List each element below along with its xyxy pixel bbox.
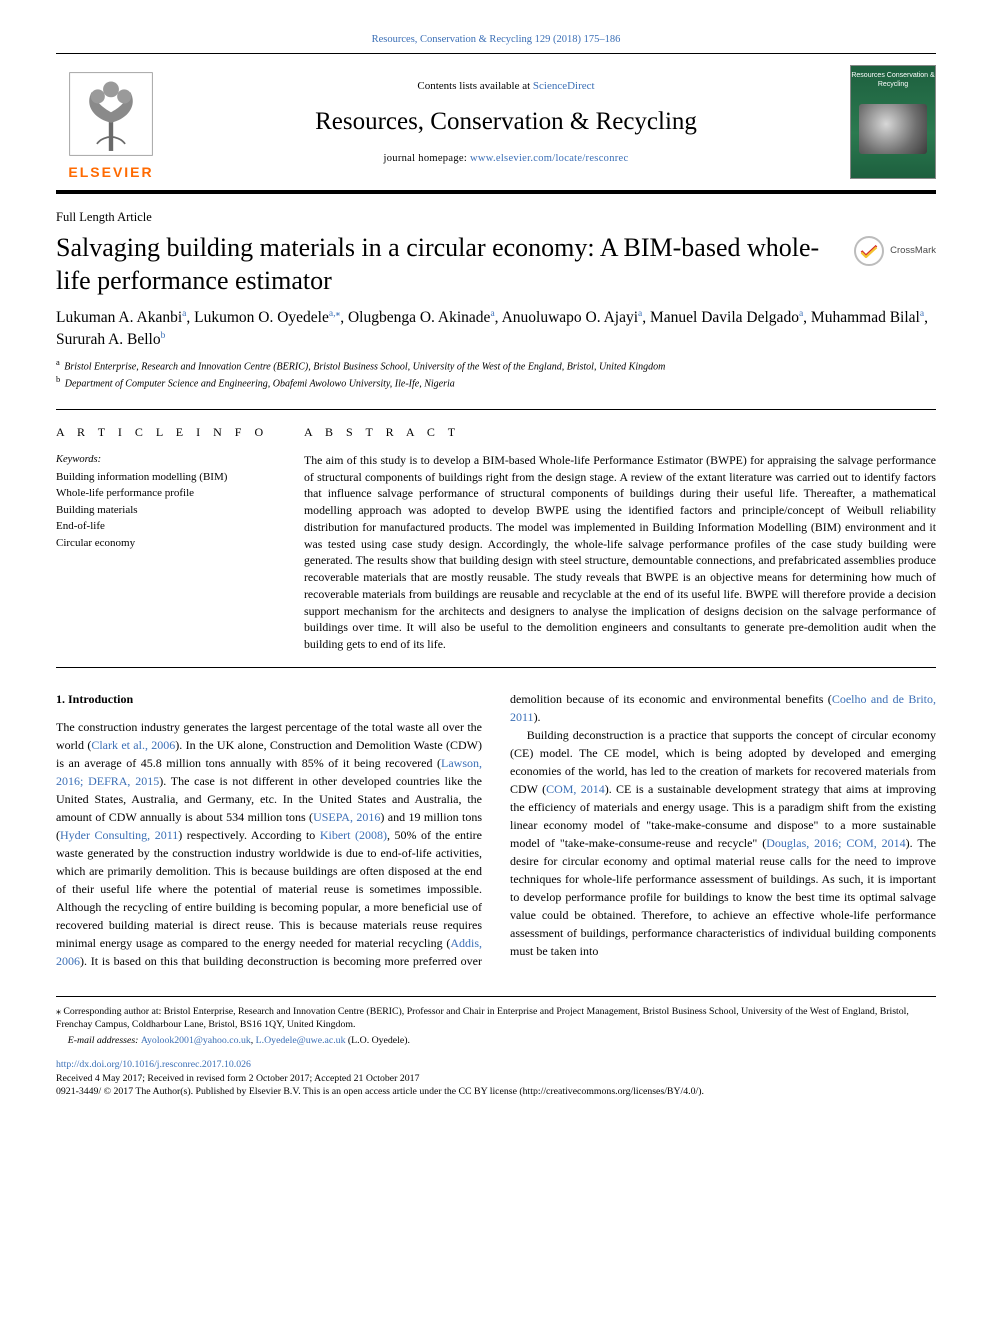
email-line: E-mail addresses: Ayolook2001@yahoo.co.u… xyxy=(56,1034,936,1048)
citation-link[interactable]: USEPA, 2016 xyxy=(313,810,380,824)
author: Lukumon O. Oyedelea,⁎ xyxy=(194,309,340,326)
citation-link[interactable]: Hyder Consulting, 2011 xyxy=(60,828,178,842)
author-affil-sup: a xyxy=(799,309,803,319)
elsevier-wordmark: ELSEVIER xyxy=(68,162,153,182)
contents-line: Contents lists available at ScienceDirec… xyxy=(172,79,840,95)
keyword: Building materials xyxy=(56,502,274,519)
elsevier-tree-icon xyxy=(67,70,155,158)
journal-name: Resources, Conservation & Recycling xyxy=(172,104,840,140)
author: Lukuman A. Akanbia xyxy=(56,309,186,326)
author-affil-sup: a xyxy=(638,309,642,319)
author-affil-sup: a xyxy=(490,309,494,319)
corr-star: ⁎ xyxy=(335,309,340,319)
publisher-block: ELSEVIER xyxy=(56,62,172,182)
homepage-prefix: journal homepage: xyxy=(384,153,470,164)
affil-key: a xyxy=(56,357,60,367)
author: Manuel Davila Delgadoa xyxy=(650,309,803,326)
author: Sururah A. Bellob xyxy=(56,331,165,348)
body-two-columns: 1. Introduction The construction industr… xyxy=(56,690,936,970)
affil-key: b xyxy=(56,374,60,384)
info-abstract-row: A R T I C L E I N F O Keywords: Building… xyxy=(56,424,936,652)
doi-link[interactable]: http://dx.doi.org/10.1016/j.resconrec.20… xyxy=(56,1059,251,1070)
keyword: Building information modelling (BIM) xyxy=(56,469,274,486)
author: Anuoluwapo O. Ajayia xyxy=(502,309,643,326)
email-label: E-mail addresses: xyxy=(68,1035,141,1046)
running-header-text: Resources, Conservation & Recycling 129 … xyxy=(372,34,621,45)
text: (L.O. Oyedele). xyxy=(345,1035,409,1046)
corresponding-author-note: ⁎ Corresponding author at: Bristol Enter… xyxy=(56,1005,936,1032)
citation-link[interactable]: Kibert (2008) xyxy=(320,828,387,842)
author: Muhammad Bilala xyxy=(811,309,924,326)
author-name: Lukuman A. Akanbi xyxy=(56,309,182,326)
crossmark-label: CrossMark xyxy=(890,244,936,258)
crossmark-badge[interactable]: CrossMark xyxy=(854,236,936,266)
keywords-list: Building information modelling (BIM) Who… xyxy=(56,469,274,552)
citation-link[interactable]: Douglas, 2016; COM, 2014 xyxy=(766,836,905,850)
copyright-line: 0921-3449/ © 2017 The Author(s). Publish… xyxy=(56,1085,936,1099)
author-affil-sup: b xyxy=(161,331,166,341)
title-row: Salvaging building materials in a circul… xyxy=(56,232,936,297)
affiliations: a Bristol Enterprise, Research and Innov… xyxy=(56,357,936,392)
affil-text: Department of Computer Science and Engin… xyxy=(65,378,455,389)
author-affil-sup: a xyxy=(182,309,186,319)
author: Olugbenga O. Akinadea xyxy=(348,309,495,326)
abstract-heading: A B S T R A C T xyxy=(304,424,936,441)
abstract-text: The aim of this study is to develop a BI… xyxy=(304,452,936,653)
article-info-heading: A R T I C L E I N F O xyxy=(56,424,274,441)
crossmark-icon xyxy=(854,236,884,266)
author-name: Sururah A. Bello xyxy=(56,331,161,348)
abstract-col: A B S T R A C T The aim of this study is… xyxy=(304,424,936,652)
cover-image-placeholder xyxy=(859,104,927,154)
homepage-link[interactable]: www.elsevier.com/locate/resconrec xyxy=(470,153,628,164)
masthead-center: Contents lists available at ScienceDirec… xyxy=(172,62,840,182)
homepage-line: journal homepage: www.elsevier.com/locat… xyxy=(172,151,840,166)
keywords-label: Keywords: xyxy=(56,452,274,467)
keyword: End-of-life xyxy=(56,518,274,535)
text: ). The desire for circular economy and o… xyxy=(510,836,936,958)
keyword: Whole-life performance profile xyxy=(56,485,274,502)
author-name: Muhammad Bilal xyxy=(811,309,920,326)
citation-link[interactable]: COM, 2014 xyxy=(546,782,605,796)
article-info-col: A R T I C L E I N F O Keywords: Building… xyxy=(56,424,274,652)
author-name: Olugbenga O. Akinade xyxy=(348,309,490,326)
rule-below-abstract xyxy=(56,667,936,668)
text: ). xyxy=(534,710,541,724)
rule-above-abstract xyxy=(56,409,936,410)
author-name: Manuel Davila Delgado xyxy=(650,309,799,326)
article-title: Salvaging building materials in a circul… xyxy=(56,232,840,297)
history-line: Received 4 May 2017; Received in revised… xyxy=(56,1072,936,1086)
running-header: Resources, Conservation & Recycling 129 … xyxy=(56,32,936,47)
top-rule xyxy=(56,53,936,54)
author-affil-sup: a xyxy=(920,309,924,319)
journal-cover-thumb: Resources Conservation & Recycling xyxy=(850,65,936,179)
masthead: ELSEVIER Contents lists available at Sci… xyxy=(56,62,936,194)
contents-prefix: Contents lists available at xyxy=(417,80,532,92)
keyword: Circular economy xyxy=(56,535,274,552)
footnotes: ⁎ Corresponding author at: Bristol Enter… xyxy=(56,996,936,1048)
affiliation: b Department of Computer Science and Eng… xyxy=(56,374,936,391)
sciencedirect-link[interactable]: ScienceDirect xyxy=(533,80,595,92)
masthead-right: Resources Conservation & Recycling xyxy=(840,62,936,182)
elsevier-logo: ELSEVIER xyxy=(56,62,166,182)
cover-title: Resources Conservation & Recycling xyxy=(851,72,935,89)
text: ) respectively. According to xyxy=(178,828,320,842)
intro-heading: 1. Introduction xyxy=(56,690,482,708)
author-list: Lukuman A. Akanbia, Lukumon O. Oyedelea,… xyxy=(56,307,936,350)
article-type-label: Full Length Article xyxy=(56,208,936,226)
text: , 50% of the entire waste generated by t… xyxy=(56,828,482,950)
affil-text: Bristol Enterprise, Research and Innovat… xyxy=(64,361,665,372)
email-link[interactable]: L.Oyedele@uwe.ac.uk xyxy=(256,1035,346,1046)
author-name: Anuoluwapo O. Ajayi xyxy=(502,309,638,326)
citation-link[interactable]: Clark et al., 2006 xyxy=(91,738,175,752)
affiliation: a Bristol Enterprise, Research and Innov… xyxy=(56,357,936,374)
doi-block: http://dx.doi.org/10.1016/j.resconrec.20… xyxy=(56,1058,936,1099)
author-name: Lukumon O. Oyedele xyxy=(194,309,329,326)
intro-para-2: Building deconstruction is a practice th… xyxy=(510,726,936,960)
email-link[interactable]: Ayolook2001@yahoo.co.uk xyxy=(141,1035,251,1046)
